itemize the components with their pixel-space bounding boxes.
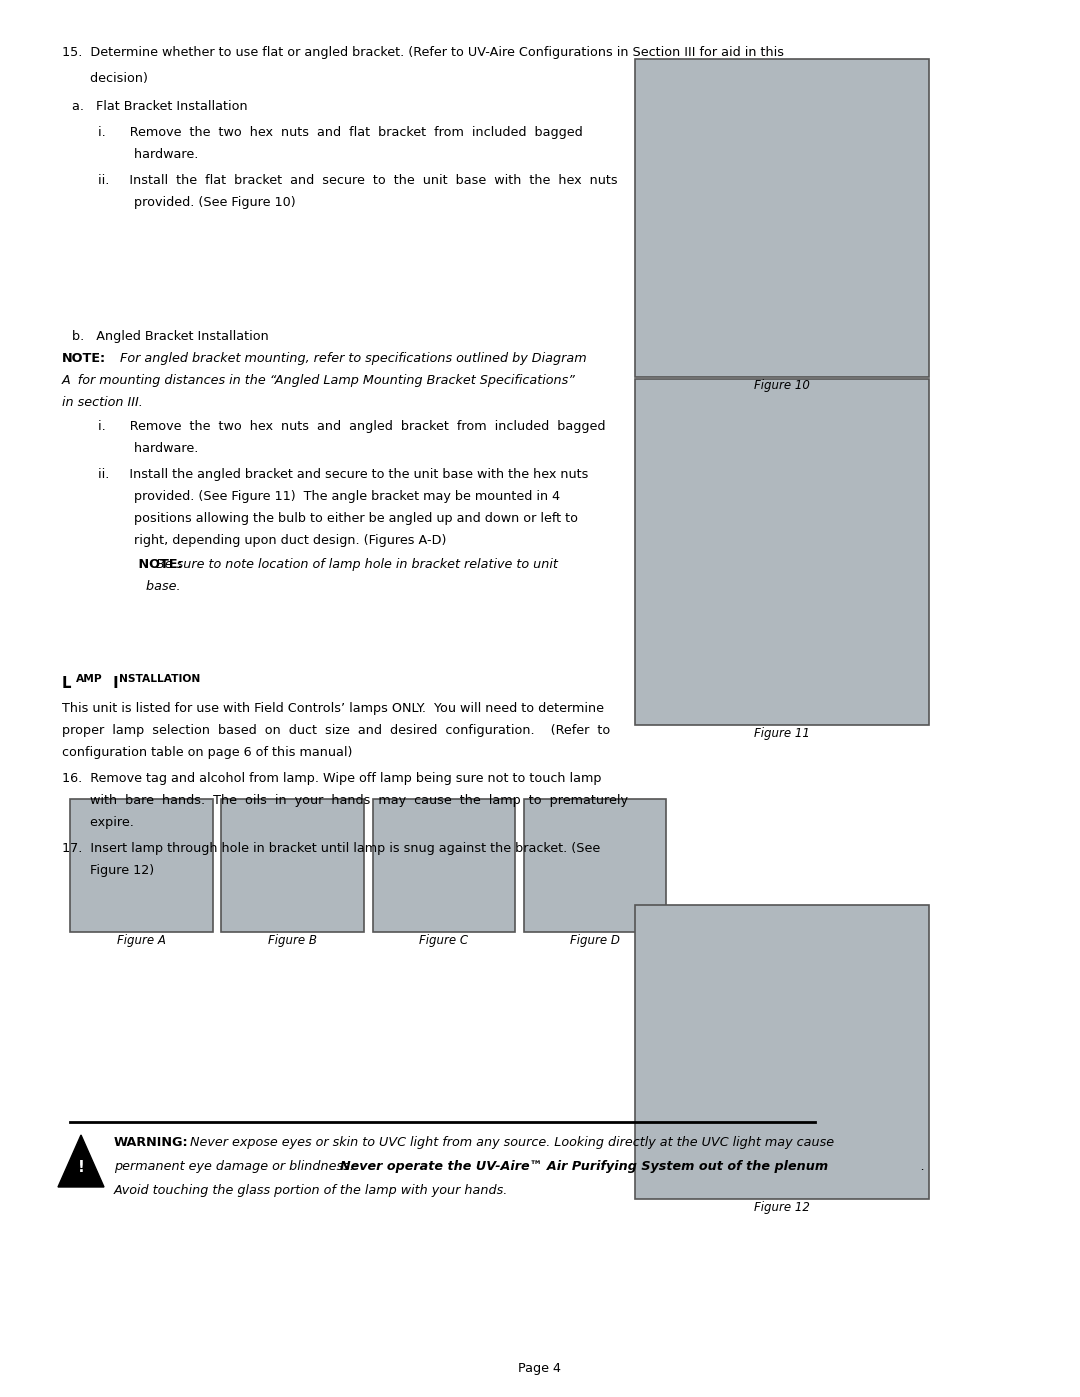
Text: Page 4: Page 4 (518, 1362, 562, 1375)
Text: 16.  Remove tag and alcohol from lamp. Wipe off lamp being sure not to touch lam: 16. Remove tag and alcohol from lamp. Wi… (62, 773, 602, 785)
Text: Figure 10: Figure 10 (754, 380, 810, 393)
Text: Figure C: Figure C (419, 933, 469, 947)
Text: i.      Remove  the  two  hex  nuts  and  angled  bracket  from  included  bagge: i. Remove the two hex nuts and angled br… (98, 420, 606, 433)
Text: A  for mounting distances in the “Angled Lamp Mounting Bracket Specifications”: A for mounting distances in the “Angled … (62, 374, 576, 387)
Text: provided. (See Figure 10): provided. (See Figure 10) (98, 196, 296, 210)
Text: ii.     Install the angled bracket and secure to the unit base with the hex nuts: ii. Install the angled bracket and secur… (98, 468, 589, 481)
Text: positions allowing the bulb to either be angled up and down or left to: positions allowing the bulb to either be… (98, 511, 578, 525)
Text: Figure 11: Figure 11 (754, 728, 810, 740)
Text: 15.  Determine whether to use flat or angled bracket. (Refer to UV-Aire Configur: 15. Determine whether to use flat or ang… (62, 46, 784, 59)
Bar (635, 59, 929, 377)
Bar (524, 799, 666, 932)
Text: I: I (108, 676, 119, 692)
Text: a.   Flat Bracket Installation: a. Flat Bracket Installation (72, 101, 247, 113)
Text: ii.     Install  the  flat  bracket  and  secure  to  the  unit  base  with  the: ii. Install the flat bracket and secure … (98, 175, 618, 187)
Text: NOTE:: NOTE: (98, 557, 183, 571)
Text: Never expose eyes or skin to UVC light from any source. Looking directly at the : Never expose eyes or skin to UVC light f… (186, 1136, 834, 1148)
Text: NSTALLATION: NSTALLATION (119, 673, 200, 685)
Bar (635, 379, 929, 725)
Text: provided. (See Figure 11)  The angle bracket may be mounted in 4: provided. (See Figure 11) The angle brac… (98, 490, 561, 503)
Bar (70, 799, 213, 932)
Text: Be sure to note location of lamp hole in bracket relative to unit: Be sure to note location of lamp hole in… (148, 557, 558, 571)
Text: configuration table on page 6 of this manual): configuration table on page 6 of this ma… (62, 746, 352, 759)
Text: with  bare  hands.  The  oils  in  your  hands  may  cause  the  lamp  to  prema: with bare hands. The oils in your hands … (62, 793, 627, 807)
Text: .: . (920, 1160, 924, 1173)
Text: WARNING:: WARNING: (114, 1136, 189, 1148)
Text: b.   Angled Bracket Installation: b. Angled Bracket Installation (72, 330, 269, 344)
Text: i.      Remove  the  two  hex  nuts  and  flat  bracket  from  included  bagged: i. Remove the two hex nuts and flat brac… (98, 126, 583, 138)
Text: right, depending upon duct design. (Figures A-D): right, depending upon duct design. (Figu… (98, 534, 446, 548)
Bar (221, 799, 364, 932)
Text: NOTE:: NOTE: (62, 352, 106, 365)
Text: proper  lamp  selection  based  on  duct  size  and  desired  configuration.    : proper lamp selection based on duct size… (62, 724, 610, 738)
Text: L: L (62, 676, 71, 692)
Text: in section III.: in section III. (62, 395, 143, 409)
Text: !: ! (78, 1160, 84, 1175)
Text: AMP: AMP (76, 673, 103, 685)
Text: Figure 12): Figure 12) (62, 863, 154, 877)
Text: Avoid touching the glass portion of the lamp with your hands.: Avoid touching the glass portion of the … (114, 1185, 509, 1197)
Text: Figure B: Figure B (268, 933, 318, 947)
Text: 17.  Insert lamp through hole in bracket until lamp is snug against the bracket.: 17. Insert lamp through hole in bracket … (62, 842, 600, 855)
Text: expire.: expire. (62, 816, 134, 828)
Text: Never operate the UV-Aire™ Air Purifying System out of the plenum: Never operate the UV-Aire™ Air Purifying… (340, 1160, 828, 1173)
Text: hardware.: hardware. (98, 148, 199, 161)
Text: Figure 12: Figure 12 (754, 1201, 810, 1214)
Text: Figure D: Figure D (570, 933, 620, 947)
Bar (635, 905, 929, 1199)
Bar (373, 799, 515, 932)
Polygon shape (58, 1134, 104, 1187)
Text: permanent eye damage or blindness.: permanent eye damage or blindness. (114, 1160, 357, 1173)
Text: hardware.: hardware. (98, 441, 199, 455)
Text: This unit is listed for use with Field Controls’ lamps ONLY.  You will need to d: This unit is listed for use with Field C… (62, 703, 604, 715)
Text: decision): decision) (62, 73, 148, 85)
Text: For angled bracket mounting, refer to specifications outlined by Diagram: For angled bracket mounting, refer to sp… (112, 352, 586, 365)
Text: base.: base. (98, 580, 180, 592)
Text: Figure A: Figure A (117, 933, 166, 947)
